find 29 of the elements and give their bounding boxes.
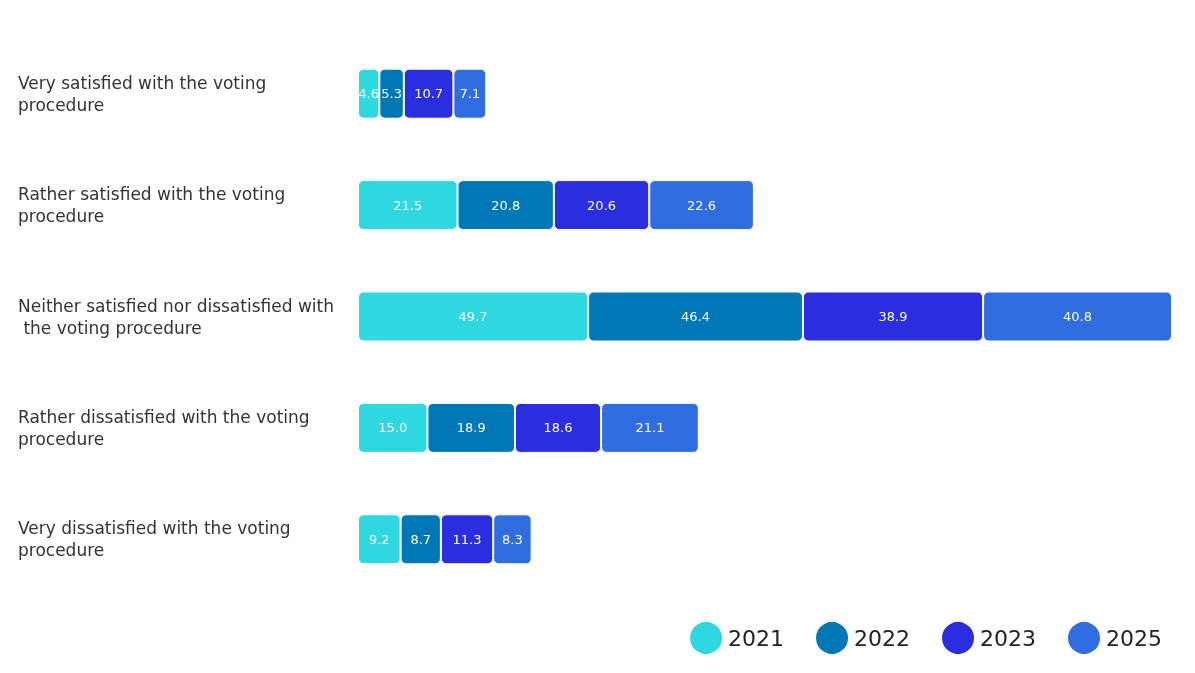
y-tick-label: Very dissatisfied with the voting procedure [18, 518, 297, 561]
data-label: 8.3 [502, 531, 523, 547]
data-label: 7.1 [459, 86, 481, 102]
data-label: 22.6 [687, 197, 717, 213]
data-label: 21.5 [393, 197, 423, 213]
data-label: 18.6 [543, 420, 573, 436]
data-label: 38.9 [878, 309, 908, 324]
data-label: 20.6 [587, 197, 617, 213]
data-label: 46.4 [681, 309, 711, 324]
data-label: 9.2 [368, 531, 390, 547]
data-label: 20.8 [491, 197, 521, 213]
legend-label: 2025 [1106, 625, 1163, 651]
y-tick-label: Rather dissatisfied with the voting procedure [18, 406, 315, 449]
legend-label: 2021 [728, 625, 785, 651]
data-label: 10.7 [414, 86, 444, 102]
data-label: 18.9 [456, 420, 486, 436]
legend-label: 2022 [854, 625, 911, 651]
data-label: 5.3 [381, 86, 402, 102]
y-tick-label: Very satisfied with the voting procedure [18, 72, 272, 115]
data-label: 49.7 [458, 309, 488, 324]
data-label: 11.3 [452, 531, 482, 547]
data-label: 8.7 [410, 531, 432, 547]
data-label: 21.1 [635, 420, 665, 436]
data-label: 40.8 [1063, 309, 1093, 324]
y-tick-label: Rather satisfied with the voting procedure [18, 184, 291, 227]
data-label: 15.0 [378, 420, 408, 436]
legend-label: 2023 [980, 625, 1037, 651]
y-tick-label: Neither satisfied nor dissatisfied with the voting procedure [18, 295, 334, 338]
data-label: 4.6 [358, 86, 379, 102]
